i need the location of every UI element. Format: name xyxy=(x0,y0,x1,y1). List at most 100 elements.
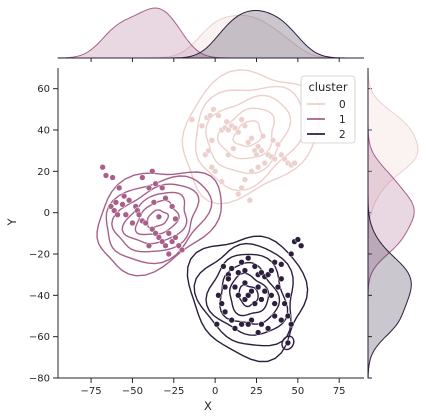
point-cluster-2 xyxy=(251,300,258,307)
point-cluster-2 xyxy=(278,316,285,324)
point-cluster-2 xyxy=(254,283,262,291)
point-cluster-2 xyxy=(248,316,255,324)
contour-cluster-0 xyxy=(217,107,276,160)
point-cluster-1 xyxy=(119,201,126,208)
point-cluster-0 xyxy=(254,164,262,171)
point-cluster-0 xyxy=(258,147,265,154)
point-cluster-2 xyxy=(254,329,262,336)
contour-cluster-1 xyxy=(105,175,213,265)
point-cluster-0 xyxy=(246,197,254,204)
point-cluster-2 xyxy=(278,275,285,282)
point-cluster-2 xyxy=(241,267,249,274)
point-cluster-0 xyxy=(202,151,209,158)
point-cluster-2 xyxy=(258,296,265,303)
point-cluster-1 xyxy=(155,234,163,241)
point-cluster-1 xyxy=(159,184,166,192)
contour-cluster-1 xyxy=(121,191,188,245)
point-cluster-2 xyxy=(231,325,239,332)
point-cluster-1 xyxy=(102,172,110,179)
point-cluster-1 xyxy=(111,207,118,214)
point-cluster-2 xyxy=(271,300,278,307)
point-cluster-0 xyxy=(253,151,260,158)
point-cluster-0 xyxy=(205,147,212,154)
point-cluster-1 xyxy=(135,211,143,218)
point-cluster-2 xyxy=(238,259,245,266)
point-cluster-2 xyxy=(220,263,227,270)
point-cluster-2 xyxy=(213,321,220,328)
x-axis-label: X xyxy=(204,399,212,413)
y-tick-label: −60 xyxy=(29,332,50,343)
point-cluster-2 xyxy=(284,292,292,299)
point-cluster-1 xyxy=(159,238,166,245)
y-tick-label: −20 xyxy=(29,250,50,261)
point-cluster-2 xyxy=(278,261,285,268)
point-cluster-2 xyxy=(288,250,295,258)
point-cluster-2 xyxy=(248,288,255,295)
y-tick-label: −80 xyxy=(29,374,50,385)
contour-cluster-1 xyxy=(111,183,200,253)
point-cluster-2 xyxy=(284,339,292,347)
point-cluster-0 xyxy=(208,164,215,171)
point-cluster-1 xyxy=(129,219,136,227)
contour-cluster-2 xyxy=(238,284,259,308)
point-cluster-0 xyxy=(231,124,239,132)
point-cluster-2 xyxy=(264,325,272,332)
point-cluster-1 xyxy=(114,211,121,218)
contour-cluster-0 xyxy=(195,85,306,192)
point-cluster-2 xyxy=(271,259,278,266)
point-cluster-2 xyxy=(294,236,301,243)
marginal-top-kde-cluster-2 xyxy=(58,10,364,59)
point-cluster-1 xyxy=(165,230,172,237)
point-cluster-2 xyxy=(268,267,275,274)
point-cluster-0 xyxy=(225,151,232,158)
point-cluster-0 xyxy=(235,128,242,136)
legend-frame xyxy=(300,75,356,144)
point-cluster-0 xyxy=(241,176,249,183)
point-cluster-1 xyxy=(99,164,106,171)
point-cluster-2 xyxy=(241,296,249,303)
point-cluster-0 xyxy=(261,159,268,167)
marginal-right-kde-cluster-2 xyxy=(367,68,412,379)
x-tick-label: 0 xyxy=(212,386,218,397)
x-tick-label: 75 xyxy=(333,386,346,397)
y-tick-label: 0 xyxy=(44,208,50,219)
point-cluster-0 xyxy=(245,139,252,146)
point-cluster-2 xyxy=(221,308,229,316)
point-cluster-0 xyxy=(291,159,298,167)
legend-title: cluster xyxy=(308,80,347,94)
point-cluster-2 xyxy=(221,283,229,291)
point-cluster-1 xyxy=(112,199,120,206)
point-cluster-0 xyxy=(248,135,255,142)
point-cluster-2 xyxy=(218,300,225,307)
point-cluster-1 xyxy=(139,174,146,181)
point-cluster-1 xyxy=(150,199,158,206)
point-cluster-0 xyxy=(225,126,232,134)
point-cluster-0 xyxy=(210,106,217,113)
point-cluster-1 xyxy=(165,250,172,258)
contour-cluster-1 xyxy=(96,171,223,277)
point-cluster-1 xyxy=(145,242,153,249)
point-cluster-2 xyxy=(251,263,258,270)
point-cluster-2 xyxy=(264,271,272,278)
contour-cluster-1 xyxy=(134,199,180,236)
point-cluster-2 xyxy=(235,269,242,276)
point-cluster-2 xyxy=(281,300,288,307)
point-cluster-1 xyxy=(121,192,128,200)
point-cluster-0 xyxy=(230,145,237,152)
y-tick-label: 20 xyxy=(37,167,50,178)
point-cluster-2 xyxy=(228,316,235,324)
point-cluster-2 xyxy=(288,321,295,328)
point-cluster-0 xyxy=(274,141,282,148)
y-axis-label: Y xyxy=(5,218,19,227)
x-tick-label: 50 xyxy=(291,386,304,397)
point-cluster-2 xyxy=(261,288,268,295)
point-cluster-2 xyxy=(225,275,232,282)
point-cluster-1 xyxy=(162,195,169,202)
point-cluster-2 xyxy=(284,312,292,320)
y-tick-label: 40 xyxy=(37,126,50,137)
point-cluster-1 xyxy=(172,215,179,223)
legend-label-cluster-2: 2 xyxy=(339,129,346,141)
